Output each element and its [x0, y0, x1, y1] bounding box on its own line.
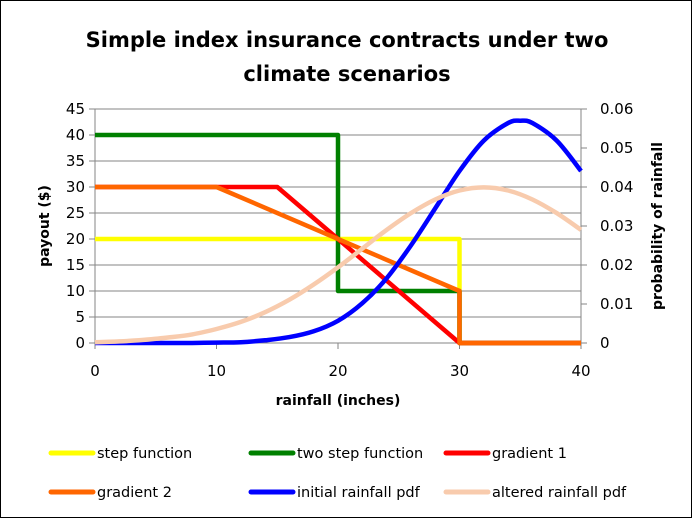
y-tick-label: 30: [66, 178, 85, 196]
y-tick-label: 35: [66, 152, 85, 170]
y2-tick-label: 0: [600, 334, 610, 352]
y2-tick-label: 0.04: [600, 178, 633, 196]
x-tick-label: 40: [571, 362, 590, 380]
legend-item-step-function: step function: [48, 446, 192, 462]
legend-item-initial-rainfall-pdf: initial rainfall pdf: [248, 485, 421, 501]
y2-tick-label: 0.05: [600, 139, 633, 157]
x-tick-label: 30: [450, 362, 469, 380]
chart-title-line-1: Simple index insurance contracts under t…: [86, 28, 609, 52]
x-tick-label: 20: [328, 362, 347, 380]
x-tick-label: 10: [207, 362, 226, 380]
legend-item-two-step-function: two step function: [248, 446, 423, 462]
y2-tick-label: 0.01: [600, 295, 633, 313]
legend-label: gradient 2: [97, 485, 172, 501]
x-axis-title: rainfall (inches): [276, 393, 401, 409]
y-axis-title: payout ($): [37, 185, 53, 267]
legend-item-gradient-1: gradient 1: [443, 446, 567, 462]
y2-tick-label: 0.02: [600, 256, 633, 274]
y-tick-label: 15: [66, 256, 85, 274]
y2-axis-title: probability of rainfall: [650, 142, 666, 310]
series-line-gradient-2: [95, 184, 581, 346]
series-line-initial-rainfall-pdf: [94, 118, 583, 346]
legend-label: gradient 1: [492, 446, 567, 462]
y-tick-label: 40: [66, 126, 85, 144]
y2-tick-label: 0.06: [600, 100, 633, 118]
y-tick-label: 45: [66, 100, 85, 118]
legend-item-altered-rainfall-pdf: altered rainfall pdf: [443, 485, 627, 501]
x-tick-label: 0: [90, 362, 100, 380]
legend-label: initial rainfall pdf: [297, 485, 421, 501]
chart-title: Simple index insurance contracts under t…: [86, 28, 609, 86]
legend: step function two step function gradient 1…: [48, 446, 627, 501]
y-tick-label: 10: [66, 282, 85, 300]
chart-title-line-2: climate scenarios: [243, 62, 450, 86]
tick-labels: 0 5 10 15 20 25 30 35 40 45 0 0.01 0.02 0.03 0.04 0.05 0…: [66, 100, 634, 380]
y-tick-label: 5: [75, 308, 85, 326]
y-tick-label: 0: [75, 334, 85, 352]
legend-item-gradient-2: gradient 2: [48, 485, 172, 501]
legend-label: altered rainfall pdf: [492, 485, 627, 501]
series-line-altered-rainfall-pdf: [94, 185, 583, 345]
y2-tick-label: 0.03: [600, 217, 633, 235]
series-lines: [94, 118, 583, 346]
legend-label: two step function: [297, 446, 423, 462]
y-tick-label: 20: [66, 230, 85, 248]
y-tick-label: 25: [66, 204, 85, 222]
legend-label: step function: [97, 446, 192, 462]
